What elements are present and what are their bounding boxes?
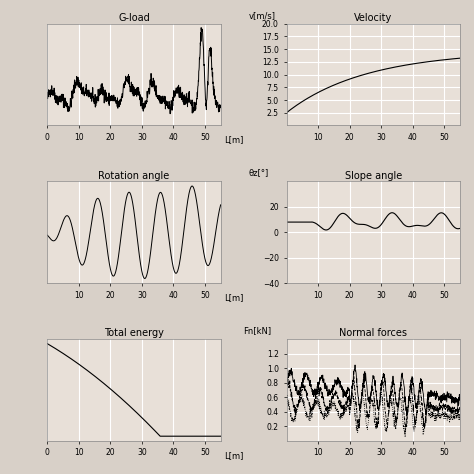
- Title: Velocity: Velocity: [354, 13, 392, 23]
- Title: Slope angle: Slope angle: [345, 171, 402, 181]
- Title: Rotation angle: Rotation angle: [99, 171, 170, 181]
- Text: L[m]: L[m]: [224, 136, 244, 145]
- Text: θz[°]: θz[°]: [248, 168, 269, 177]
- Text: L[m]: L[m]: [224, 293, 244, 302]
- Title: G-load: G-load: [118, 13, 150, 23]
- Text: v[m/s]: v[m/s]: [248, 10, 275, 19]
- Text: L[m]: L[m]: [224, 451, 244, 460]
- Title: Total energy: Total energy: [104, 328, 164, 338]
- Text: Fn[kN]: Fn[kN]: [243, 326, 271, 335]
- Title: Normal forces: Normal forces: [339, 328, 407, 338]
